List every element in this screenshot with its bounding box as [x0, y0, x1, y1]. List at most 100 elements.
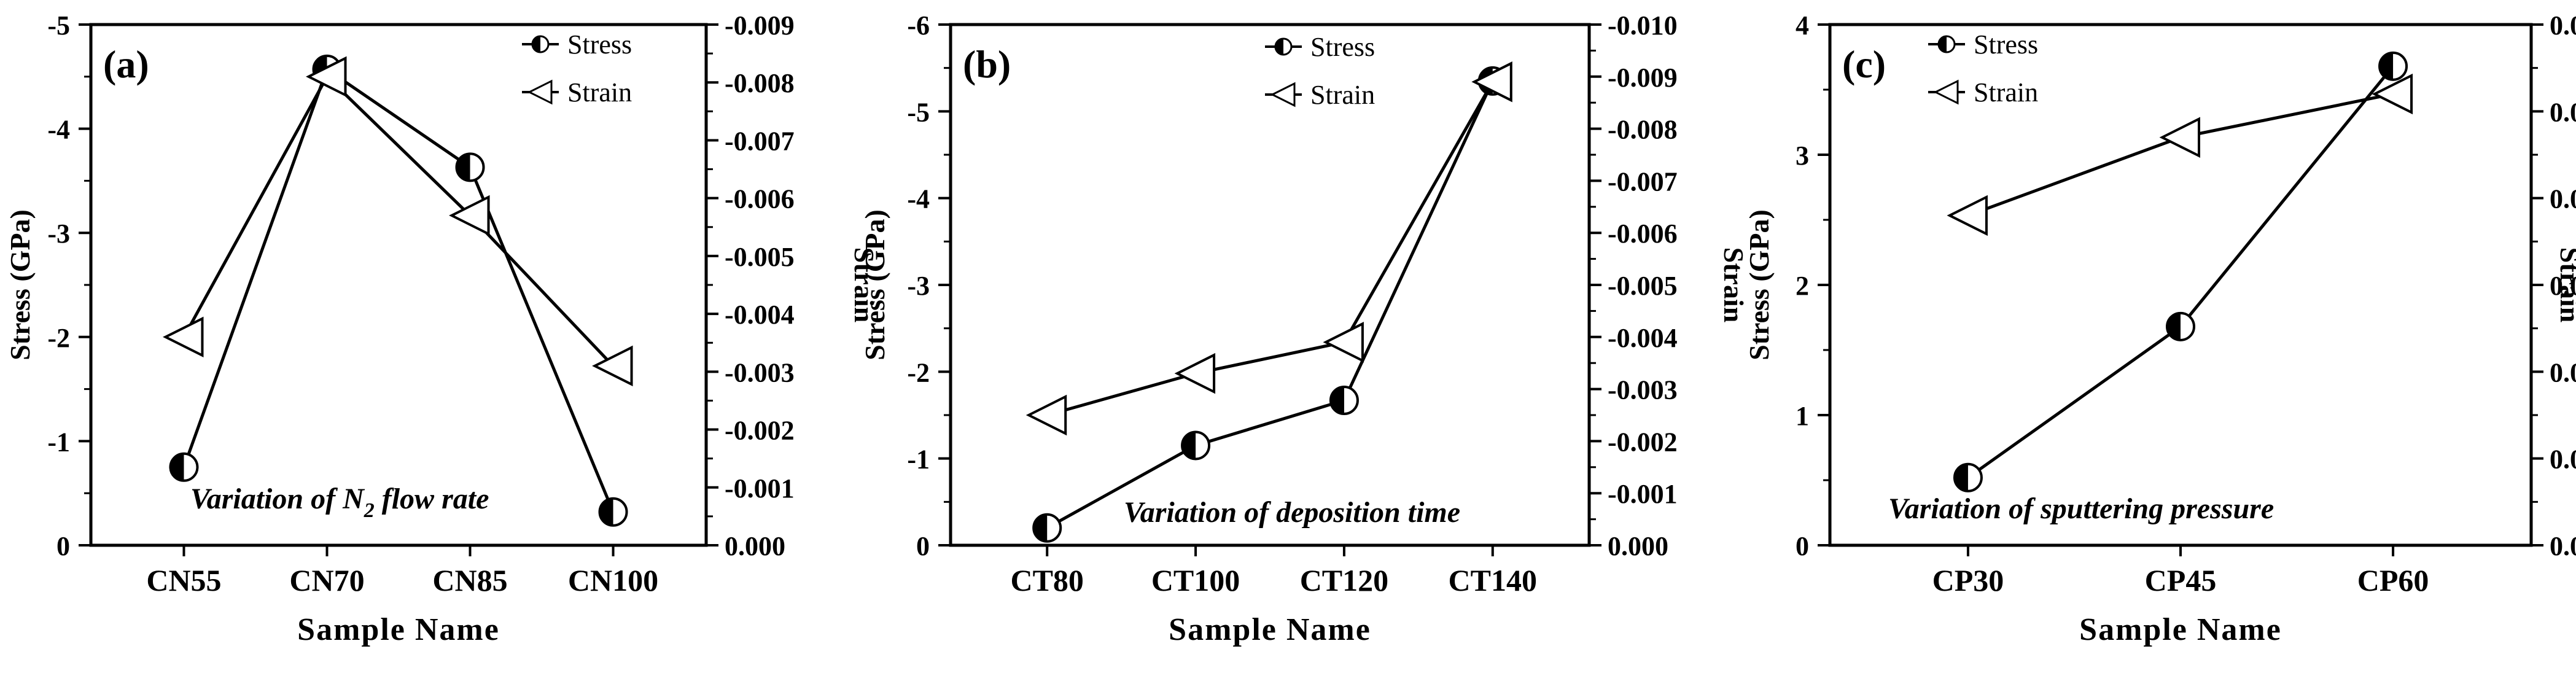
- stress-point-outline: [1032, 513, 1062, 543]
- y-tick-label: 0: [1796, 531, 1809, 561]
- annotation-text: Variation of deposition time: [1124, 496, 1460, 529]
- series-line-strain: [182, 74, 615, 367]
- y-axis-title: Stress (GPa): [1743, 209, 1775, 360]
- series-strain: [1025, 61, 1512, 436]
- stress-point-outline: [1953, 462, 1983, 492]
- annotation: Variation of N2 flow rate: [190, 483, 489, 522]
- x-tick-label: CN55: [146, 563, 221, 597]
- series-stress: [1953, 51, 2408, 492]
- y-axis-title: Stress (GPa): [859, 209, 890, 360]
- strain-point: [592, 345, 633, 387]
- y2-tick-label: -0.001: [725, 473, 795, 504]
- y2-tick-label: -0.005: [1608, 271, 1678, 301]
- legend-label-stress: Stress: [1310, 32, 1375, 62]
- chart-panel-1: CN55 CN70 CN85 CN100 0 -1 -2 -3 -4 -5 0.000 -0.001 -…: [4, 10, 880, 647]
- stress-point: [598, 497, 628, 527]
- y-tick-label: 2: [1796, 271, 1809, 301]
- y2-tick-label: -0.006: [1608, 219, 1678, 249]
- x-tick-label: CT80: [1010, 563, 1083, 597]
- x-axis-title: Sample Name: [297, 612, 500, 647]
- y-tick-label: 3: [1796, 141, 1809, 171]
- stress-point-dark-half: [1182, 432, 1196, 459]
- y-tick-label: -6: [907, 10, 930, 41]
- legend: Stress Strain: [1265, 32, 1375, 110]
- series-line-strain: [1967, 92, 2394, 217]
- strain-point: [1947, 195, 1988, 236]
- y2-tick-label: 0.000: [725, 531, 785, 561]
- annotation-text: Variation of N: [190, 483, 365, 515]
- y-tick-label: 0: [56, 531, 70, 561]
- stress-point-dark-half: [456, 154, 470, 181]
- stress-point-dark-half: [1954, 464, 1968, 491]
- y2-tick-label: -0.008: [1608, 115, 1678, 145]
- stress-point-dark-half: [1330, 386, 1344, 414]
- x-tick-label: CN100: [568, 563, 658, 597]
- strain-point: [2372, 73, 2413, 115]
- legend-stress-outline: [1937, 35, 1956, 53]
- stress-point: [1181, 430, 1211, 461]
- y2-tick-label: -0.005: [725, 242, 795, 272]
- stress-point: [169, 452, 199, 482]
- series-stress: [1032, 66, 1508, 543]
- stress-point: [2166, 311, 2195, 341]
- stress-point: [1329, 385, 1359, 415]
- y-tick-label: -3: [907, 271, 930, 301]
- y2-tick-label: -0.004: [1608, 323, 1678, 353]
- stress-point: [1953, 462, 1983, 492]
- x-tick-label: CT140: [1449, 563, 1537, 597]
- y2-tick-label: 0.004: [2550, 184, 2576, 214]
- x-tick-label: CN70: [289, 563, 364, 597]
- x-axis-title: Sample Name: [1169, 612, 1371, 647]
- stress-point-outline: [2166, 311, 2195, 341]
- x-tick-label: CP60: [2357, 563, 2429, 597]
- series-strain: [162, 56, 633, 387]
- stress-point-outline: [1181, 430, 1211, 461]
- strain-point: [449, 195, 490, 236]
- series-line-strain: [1046, 81, 1494, 417]
- strain-point: [162, 316, 204, 358]
- chart-panel-3: CP30 CP45 CP60 0 1 2 3 4 0.000 0.001 0.002 0.003 0.0…: [1743, 10, 2576, 647]
- y2-tick-label: -0.007: [725, 126, 795, 156]
- x-tick-label: CP30: [1932, 563, 2004, 597]
- panel-label: (c): [1842, 42, 1886, 86]
- y-tick-label: 4: [1796, 10, 1809, 41]
- y2-tick-label: -0.009: [725, 10, 795, 41]
- y2-axis-title: Strain: [2555, 247, 2576, 323]
- legend-strain-marker: [1933, 79, 1959, 105]
- x-tick-label: CP45: [2145, 563, 2217, 597]
- y-tick-label: -1: [47, 427, 70, 457]
- chart-panel-2: CT80 CT100 CT120 CT140 0 -1 -2 -3 -4 -5 -6 0.000 -0.…: [859, 10, 1749, 647]
- strain-point: [1471, 61, 1512, 103]
- y-tick-label: 1: [1796, 401, 1809, 431]
- y2-tick-label: 0.000: [2550, 531, 2576, 561]
- legend-stress-outline: [531, 35, 550, 53]
- y2-tick-label: -0.009: [1608, 63, 1678, 93]
- y2-tick-label: 0.005: [2550, 97, 2576, 127]
- series-line-stress: [1046, 80, 1495, 529]
- y-tick-label: -3: [47, 219, 70, 249]
- legend: Stress Strain: [1928, 29, 2038, 107]
- stress-point-outline: [2378, 51, 2408, 81]
- y2-tick-label: 0.006: [2550, 10, 2576, 41]
- stress-point: [1032, 513, 1062, 543]
- plot-frame: [1828, 23, 2533, 547]
- y2-axis-title: Strain: [1718, 247, 1749, 323]
- legend-label-stress: Stress: [1974, 29, 2038, 60]
- y-tick-label: -5: [47, 10, 70, 41]
- legend-strain-marker: [1270, 82, 1296, 107]
- annotation-text: Variation of sputtering pressure: [1888, 492, 2274, 525]
- legend-label-strain: Strain: [567, 77, 632, 107]
- y-tick-label: -2: [907, 357, 930, 387]
- strain-point: [2159, 117, 2200, 158]
- legend-stress-marker: [1937, 35, 1956, 53]
- y2-tick-label: -0.004: [725, 300, 795, 330]
- y2-tick-label: 0.001: [2550, 445, 2576, 475]
- stress-point-outline: [455, 152, 485, 182]
- y2-tick-label: 0.003: [2550, 271, 2576, 301]
- y2-tick-label: -0.003: [725, 357, 795, 387]
- y2-tick-label: -0.002: [1608, 427, 1678, 457]
- y2-tick-label: -0.008: [725, 68, 795, 98]
- y-tick-label: 0: [916, 531, 930, 561]
- annotation-subscript: 2: [364, 499, 375, 522]
- strain-point: [1323, 322, 1364, 363]
